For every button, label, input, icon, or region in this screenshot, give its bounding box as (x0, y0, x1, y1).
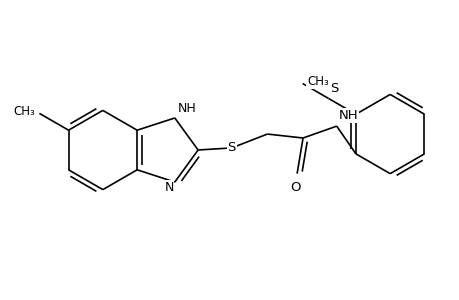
Text: N: N (164, 181, 174, 194)
Text: S: S (330, 82, 338, 95)
Text: CH₃: CH₃ (13, 105, 35, 118)
Text: NH: NH (178, 102, 196, 115)
Text: CH₃: CH₃ (306, 75, 328, 88)
Text: S: S (227, 141, 235, 154)
Text: O: O (289, 181, 300, 194)
Text: NH: NH (338, 109, 358, 122)
